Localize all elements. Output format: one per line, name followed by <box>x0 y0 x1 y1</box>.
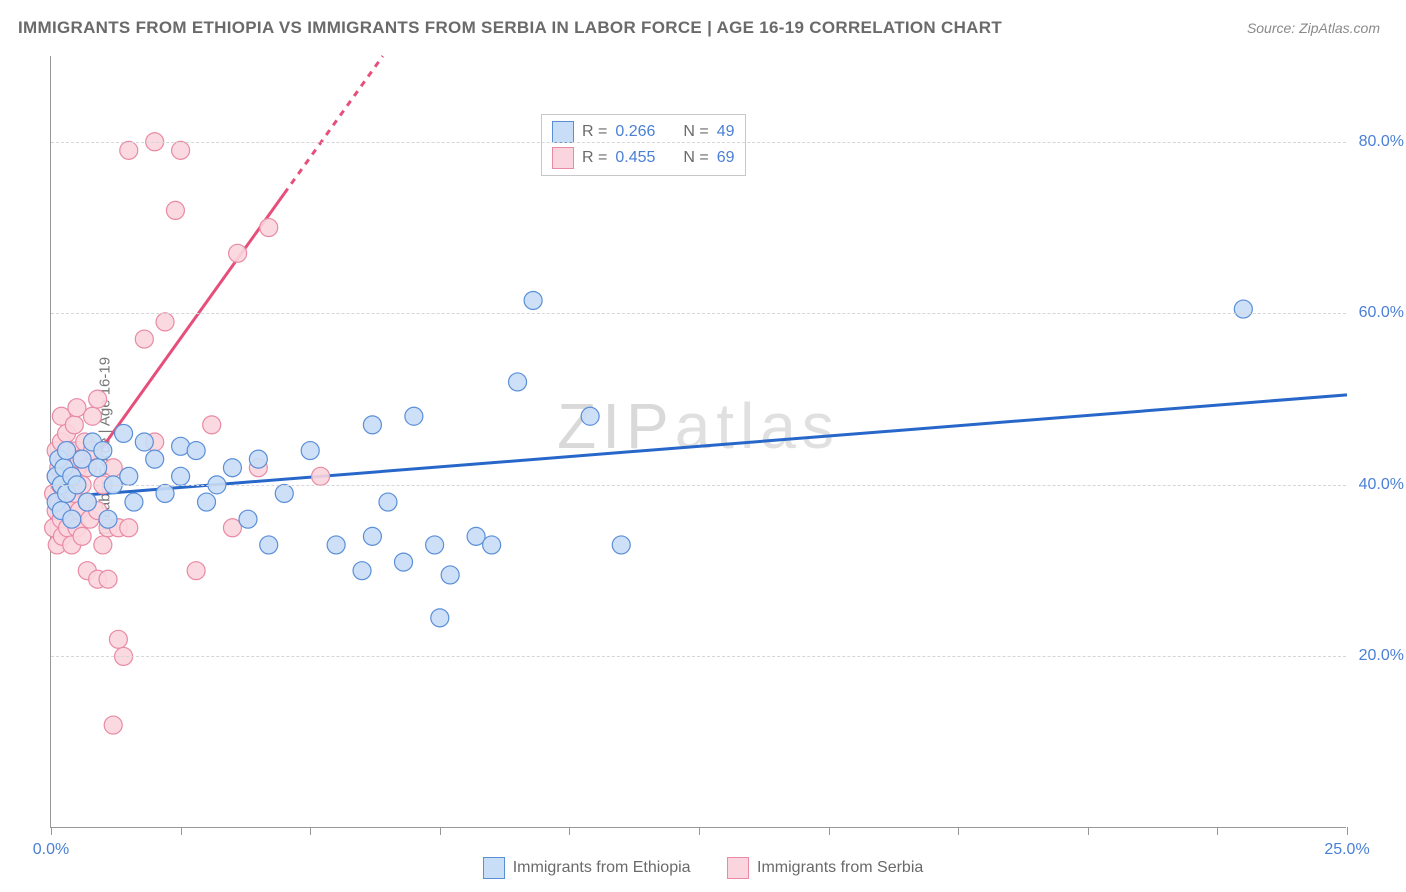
plot-area: ZIPatlas R = 0.266 N = 49 R = 0.455 N = … <box>50 56 1346 828</box>
y-tick-label: 40.0% <box>1359 476 1404 494</box>
source-citation: Source: ZipAtlas.com <box>1247 20 1380 36</box>
y-tick-label: 80.0% <box>1359 133 1404 151</box>
legend-label: Immigrants from Serbia <box>757 859 923 877</box>
series-legend: Immigrants from Ethiopia Immigrants from… <box>0 857 1406 884</box>
r-value-ethiopia: 0.266 <box>615 123 655 141</box>
y-tick-label: 60.0% <box>1359 304 1404 322</box>
y-tick-label: 20.0% <box>1359 647 1404 665</box>
legend-item-ethiopia: Immigrants from Ethiopia <box>483 857 691 879</box>
correlation-legend: R = 0.266 N = 49 R = 0.455 N = 69 <box>541 114 746 176</box>
swatch-serbia <box>727 857 749 879</box>
swatch-ethiopia <box>552 121 574 143</box>
chart-title: IMMIGRANTS FROM ETHIOPIA VS IMMIGRANTS F… <box>18 18 1002 38</box>
n-value-ethiopia: 49 <box>717 123 735 141</box>
legend-label: Immigrants from Ethiopia <box>513 859 691 877</box>
r-label: R = <box>582 149 607 167</box>
r-label: R = <box>582 123 607 141</box>
n-label: N = <box>683 149 708 167</box>
swatch-ethiopia <box>483 857 505 879</box>
swatch-serbia <box>552 147 574 169</box>
chart-container: IMMIGRANTS FROM ETHIOPIA VS IMMIGRANTS F… <box>0 0 1406 892</box>
n-label: N = <box>683 123 708 141</box>
r-value-serbia: 0.455 <box>615 149 655 167</box>
legend-item-serbia: Immigrants from Serbia <box>727 857 923 879</box>
legend-row-serbia: R = 0.455 N = 69 <box>552 145 735 171</box>
n-value-serbia: 69 <box>717 149 735 167</box>
